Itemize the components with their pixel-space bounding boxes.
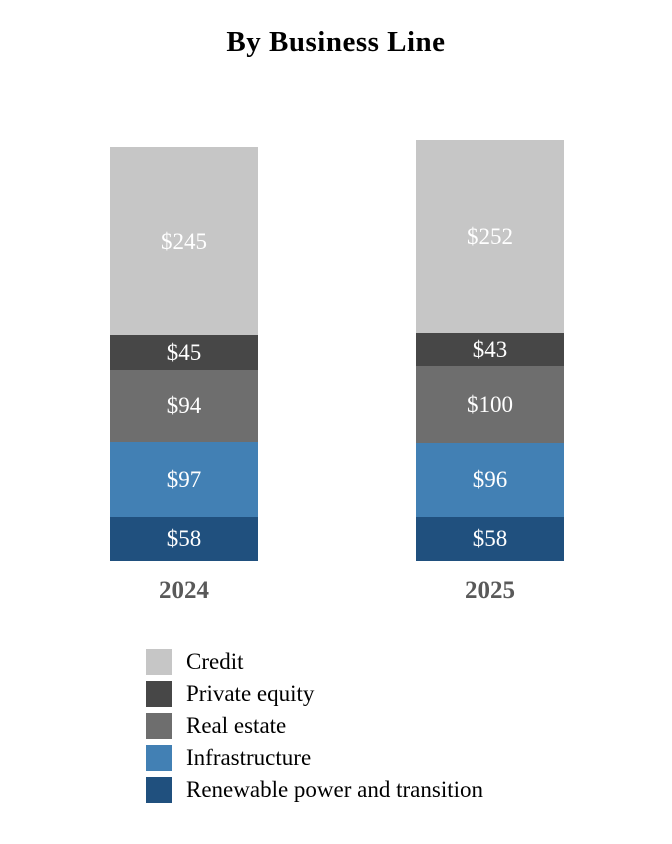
legend-label: Infrastructure bbox=[186, 745, 312, 770]
bar-2024: $245 $45 $94 $97 $58 2024 bbox=[110, 147, 258, 604]
segment-value-label: $96 bbox=[472, 467, 508, 493]
legend-swatch-private-equity bbox=[146, 681, 172, 707]
legend-item-infrastructure: Infrastructure bbox=[146, 745, 483, 771]
segment-value-label: $58 bbox=[166, 526, 202, 552]
segment-value-label: $97 bbox=[166, 466, 202, 492]
segment-value-label: $43 bbox=[472, 337, 508, 363]
segment-value-label: $245 bbox=[161, 228, 207, 254]
legend-item-real-estate: Real estate bbox=[146, 713, 483, 739]
bar-segment-private-equity-2024: $45 bbox=[110, 335, 258, 370]
legend-label: Credit bbox=[186, 649, 244, 674]
bar-segment-renewable-power-and-transition-2025: $58 bbox=[416, 516, 564, 561]
bar-segment-infrastructure-2025: $96 bbox=[416, 442, 564, 517]
legend-swatch-credit bbox=[146, 649, 172, 675]
legend-swatch-infrastructure bbox=[146, 745, 172, 771]
legend-item-renewable-power-and-transition: Renewable power and transition bbox=[146, 777, 483, 803]
segment-value-label: $45 bbox=[166, 340, 202, 366]
x-axis-label-2024: 2024 bbox=[159, 577, 209, 604]
segment-value-label: $100 bbox=[467, 391, 513, 417]
bar-segment-private-equity-2025: $43 bbox=[416, 333, 564, 367]
bar-segment-credit-2025: $252 bbox=[416, 139, 564, 334]
bar-segment-renewable-power-and-transition-2024: $58 bbox=[110, 516, 258, 561]
segment-value-label: $58 bbox=[472, 526, 508, 552]
bar-segment-infrastructure-2024: $97 bbox=[110, 442, 258, 517]
bar-2025: $252 $43 $100 $96 $58 2025 bbox=[416, 139, 564, 604]
bar-segment-credit-2024: $245 bbox=[110, 147, 258, 336]
legend-label: Renewable power and transition bbox=[186, 777, 483, 802]
legend-item-private-equity: Private equity bbox=[146, 681, 483, 707]
bar-segment-real-estate-2025: $100 bbox=[416, 366, 564, 443]
chart-title: By Business Line bbox=[226, 26, 446, 58]
legend: Credit Private equity Real estate Infrastru… bbox=[146, 649, 483, 809]
legend-label: Real estate bbox=[186, 713, 287, 738]
legend-swatch-renewable-power-and-transition bbox=[146, 777, 172, 803]
x-axis-label-2025: 2025 bbox=[465, 577, 515, 604]
segment-value-label: $94 bbox=[166, 393, 202, 419]
segment-value-label: $252 bbox=[467, 223, 513, 249]
legend-item-credit: Credit bbox=[146, 649, 483, 675]
legend-label: Private equity bbox=[186, 681, 315, 706]
bar-segment-real-estate-2024: $94 bbox=[110, 369, 258, 442]
legend-swatch-real-estate bbox=[146, 713, 172, 739]
